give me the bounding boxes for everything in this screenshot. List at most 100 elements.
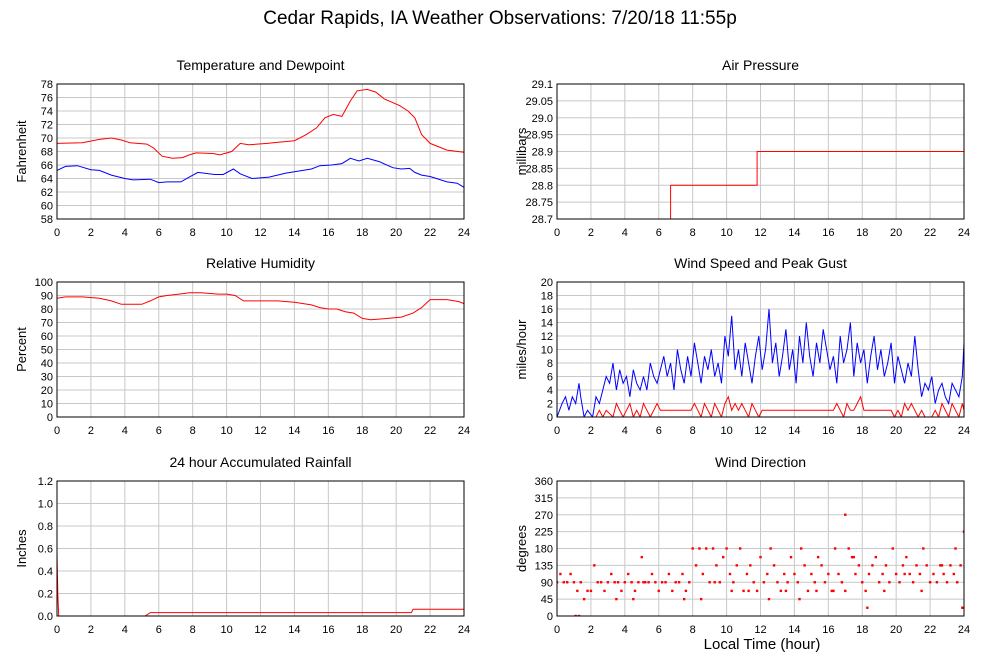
data-point <box>630 581 633 584</box>
x-tick-label: 12 <box>754 624 766 636</box>
y-tick-label: 14 <box>541 318 553 330</box>
y-tick-label: 29.05 <box>525 96 553 108</box>
data-point <box>798 597 801 601</box>
x-tick-label: 20 <box>890 425 902 437</box>
data-point <box>915 564 918 567</box>
y-tick-label: 6 <box>547 372 553 384</box>
y-tick-label: 62 <box>41 187 53 199</box>
data-point <box>759 555 762 559</box>
x-tick-label: 24 <box>958 425 970 437</box>
data-point <box>789 555 793 559</box>
x-tick-label: 8 <box>190 425 196 437</box>
y-tick-label: 28.85 <box>525 163 553 175</box>
data-point <box>705 547 708 550</box>
x-tick-label: 10 <box>220 624 232 636</box>
y-tick-label: 72 <box>41 120 53 132</box>
y-tick-label: 28.9 <box>532 147 553 159</box>
y-tick-label: 18 <box>541 291 553 303</box>
data-point <box>752 581 755 584</box>
data-point <box>742 589 745 593</box>
data-point <box>599 581 603 584</box>
y-axis-label: Fahrenheit <box>14 120 29 183</box>
y-axis-label: Inches <box>14 529 29 568</box>
x-tick-label: 8 <box>190 624 196 636</box>
x-tick-label: 2 <box>88 624 94 636</box>
data-point <box>844 589 847 593</box>
plot-frame <box>56 83 465 220</box>
y-tick-label: 70 <box>41 318 53 330</box>
y-tick-label: 74 <box>41 106 53 118</box>
y-tick-label: 0.6 <box>38 544 53 556</box>
data-point <box>954 547 957 550</box>
data-point <box>681 572 684 576</box>
data-point <box>559 572 562 576</box>
data-point <box>762 581 766 584</box>
data-point <box>883 589 886 593</box>
data-point <box>766 572 769 576</box>
data-point <box>589 589 593 593</box>
x-tick-label: 18 <box>356 624 368 636</box>
y-tick-label: 8 <box>547 358 553 370</box>
data-point <box>576 589 579 593</box>
y-tick-label: 76 <box>41 93 53 105</box>
x-tick-label: 6 <box>156 425 162 437</box>
x-tick-label: 24 <box>458 624 470 636</box>
y-tick-label: 20 <box>541 277 553 289</box>
y-tick-label: 45 <box>541 594 553 606</box>
data-point <box>903 572 906 576</box>
data-point <box>633 589 637 593</box>
x-tick-label: 8 <box>190 227 196 239</box>
series-line-1 <box>595 395 964 417</box>
series-line-0 <box>557 308 964 417</box>
y-tick-label: 10 <box>541 345 553 357</box>
data-point <box>616 581 620 584</box>
data-point <box>806 589 810 593</box>
data-point <box>654 581 657 584</box>
y-tick-label: 50 <box>41 345 53 357</box>
x-tick-label: 4 <box>622 624 628 636</box>
x-tick-label: 20 <box>890 624 902 636</box>
y-tick-label: 225 <box>535 527 553 539</box>
y-axis-label: miles/hour <box>514 319 529 380</box>
data-point <box>959 564 962 567</box>
data-point <box>615 597 618 601</box>
data-point <box>701 572 705 576</box>
data-point <box>800 547 803 550</box>
data-point <box>671 589 674 593</box>
y-tick-label: 16 <box>541 304 553 316</box>
data-point <box>610 572 613 576</box>
data-point <box>708 581 711 584</box>
data-point <box>732 581 735 584</box>
x-tick-label: 16 <box>822 227 834 239</box>
y-axis-label: degrees <box>514 525 529 572</box>
data-point <box>606 581 610 584</box>
data-point <box>613 581 616 584</box>
x-tick-label: 4 <box>122 227 128 239</box>
data-point <box>688 581 691 584</box>
x-tick-label: 16 <box>822 425 834 437</box>
data-point <box>949 564 952 567</box>
data-point <box>810 572 813 576</box>
data-point <box>660 581 664 584</box>
data-point <box>565 581 569 584</box>
data-point <box>603 589 606 593</box>
data-point <box>861 581 864 584</box>
data-point <box>721 555 725 559</box>
y-tick-label: 30 <box>41 372 53 384</box>
data-point <box>632 597 635 601</box>
x-tick-label: 2 <box>588 227 594 239</box>
x-tick-label: 16 <box>322 425 334 437</box>
data-point <box>657 589 660 593</box>
data-point <box>728 572 732 576</box>
data-point <box>735 564 738 567</box>
plot-frame <box>56 281 465 418</box>
chart-title: Temperature and Dewpoint <box>176 57 344 73</box>
data-point <box>827 572 830 576</box>
data-point <box>783 572 786 576</box>
data-point <box>852 555 855 559</box>
x-tick-label: 10 <box>220 227 232 239</box>
x-tick-label: 18 <box>356 227 368 239</box>
data-point <box>922 547 925 550</box>
